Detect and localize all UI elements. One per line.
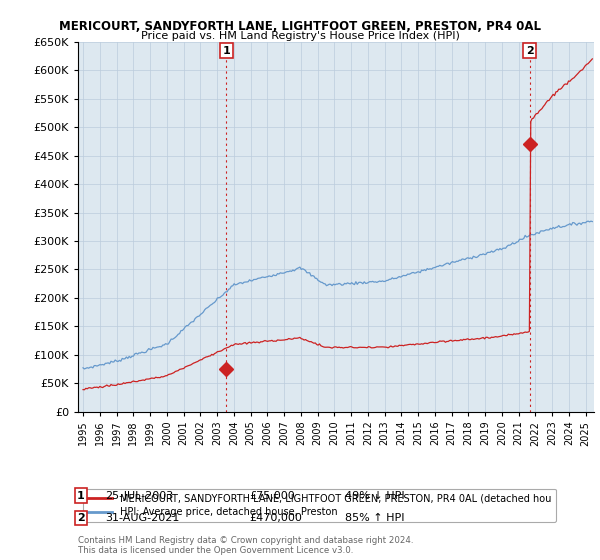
Text: 49% ↓ HPI: 49% ↓ HPI [345,491,404,501]
Text: 25-JUL-2003: 25-JUL-2003 [105,491,173,501]
Text: 1: 1 [223,45,230,55]
Text: Contains HM Land Registry data © Crown copyright and database right 2024.: Contains HM Land Registry data © Crown c… [78,536,413,545]
Text: MERICOURT, SANDYFORTH LANE, LIGHTFOOT GREEN, PRESTON, PR4 0AL: MERICOURT, SANDYFORTH LANE, LIGHTFOOT GR… [59,20,541,32]
Text: 85% ↑ HPI: 85% ↑ HPI [345,513,404,523]
Text: Price paid vs. HM Land Registry's House Price Index (HPI): Price paid vs. HM Land Registry's House … [140,31,460,41]
Text: 2: 2 [77,513,85,523]
Legend: MERICOURT, SANDYFORTH LANE, LIGHTFOOT GREEN, PRESTON, PR4 0AL (detached hou, HPI: MERICOURT, SANDYFORTH LANE, LIGHTFOOT GR… [83,488,556,522]
Text: £470,000: £470,000 [249,513,302,523]
Text: 1: 1 [77,491,85,501]
Text: This data is licensed under the Open Government Licence v3.0.: This data is licensed under the Open Gov… [78,545,353,555]
Text: £75,000: £75,000 [249,491,295,501]
Text: 2: 2 [526,45,534,55]
Text: 31-AUG-2021: 31-AUG-2021 [105,513,179,523]
